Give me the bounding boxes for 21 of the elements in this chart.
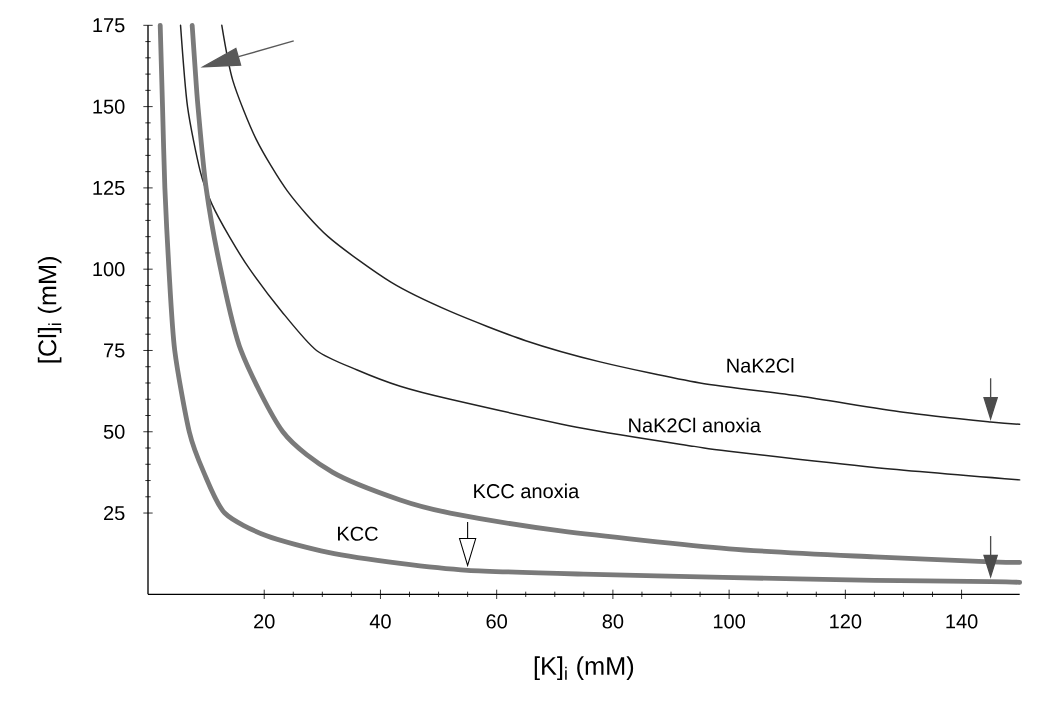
- series-label: NaK2Cl: [727, 357, 794, 373]
- line-series: [179, 24, 1021, 481]
- x-tick-label: 120: [830, 614, 862, 629]
- y-axis-title: [Cl]$_{i}$ (mM): [37, 257, 62, 363]
- y-tick-label: 175: [93, 18, 125, 33]
- series-label: KCC: [338, 526, 378, 541]
- y-tick-label: 150: [93, 99, 125, 114]
- y-tick-label: 25: [104, 505, 125, 521]
- y-tick-label: 75: [104, 343, 125, 358]
- x-tick-label: 140: [946, 614, 978, 629]
- x-axis-title: [K]$_{i}$ (mM): [534, 656, 634, 680]
- series-label: KCC anoxia: [474, 483, 580, 499]
- x-tick-label: 40: [369, 614, 391, 629]
- x-tick-label: 20: [254, 614, 275, 629]
- x-tick-label: 60: [486, 614, 507, 629]
- y-tick-label: 125: [93, 180, 125, 195]
- x-tick-label: 100: [713, 614, 746, 629]
- series-label: NaK2Cl anoxia: [629, 417, 761, 433]
- x-tick-label: 80: [602, 614, 624, 629]
- y-tick-label: 50: [103, 424, 125, 439]
- y-tick-label: 100: [93, 262, 125, 277]
